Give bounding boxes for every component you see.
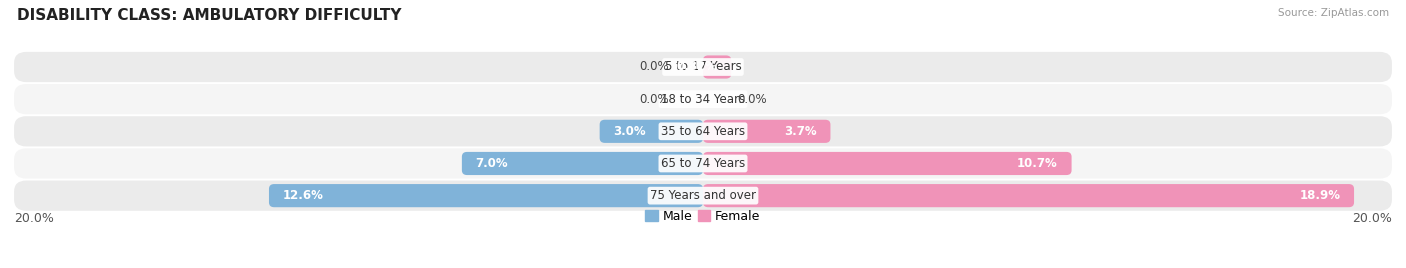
- Text: 75 Years and over: 75 Years and over: [650, 189, 756, 202]
- FancyBboxPatch shape: [14, 84, 1392, 114]
- Text: 20.0%: 20.0%: [14, 212, 53, 225]
- Text: DISABILITY CLASS: AMBULATORY DIFFICULTY: DISABILITY CLASS: AMBULATORY DIFFICULTY: [17, 8, 401, 23]
- Legend: Male, Female: Male, Female: [641, 205, 765, 228]
- FancyBboxPatch shape: [14, 52, 1392, 82]
- FancyBboxPatch shape: [461, 152, 703, 175]
- FancyBboxPatch shape: [703, 152, 1071, 175]
- Text: 0.0%: 0.0%: [638, 93, 669, 106]
- Text: 65 to 74 Years: 65 to 74 Years: [661, 157, 745, 170]
- Text: 20.0%: 20.0%: [1353, 212, 1392, 225]
- FancyBboxPatch shape: [14, 148, 1392, 178]
- Text: 0.82%: 0.82%: [676, 61, 717, 73]
- FancyBboxPatch shape: [703, 184, 1354, 207]
- FancyBboxPatch shape: [14, 116, 1392, 146]
- Text: 7.0%: 7.0%: [475, 157, 509, 170]
- Text: 18.9%: 18.9%: [1299, 189, 1340, 202]
- Text: 3.7%: 3.7%: [785, 125, 817, 138]
- FancyBboxPatch shape: [703, 55, 731, 79]
- FancyBboxPatch shape: [703, 120, 831, 143]
- Text: 3.0%: 3.0%: [613, 125, 647, 138]
- FancyBboxPatch shape: [14, 181, 1392, 211]
- Text: Source: ZipAtlas.com: Source: ZipAtlas.com: [1278, 8, 1389, 18]
- Text: 0.0%: 0.0%: [738, 93, 768, 106]
- FancyBboxPatch shape: [269, 184, 703, 207]
- Text: 35 to 64 Years: 35 to 64 Years: [661, 125, 745, 138]
- FancyBboxPatch shape: [599, 120, 703, 143]
- Text: 0.0%: 0.0%: [638, 61, 669, 73]
- Text: 10.7%: 10.7%: [1017, 157, 1057, 170]
- Text: 5 to 17 Years: 5 to 17 Years: [665, 61, 741, 73]
- Text: 12.6%: 12.6%: [283, 189, 323, 202]
- Text: 18 to 34 Years: 18 to 34 Years: [661, 93, 745, 106]
